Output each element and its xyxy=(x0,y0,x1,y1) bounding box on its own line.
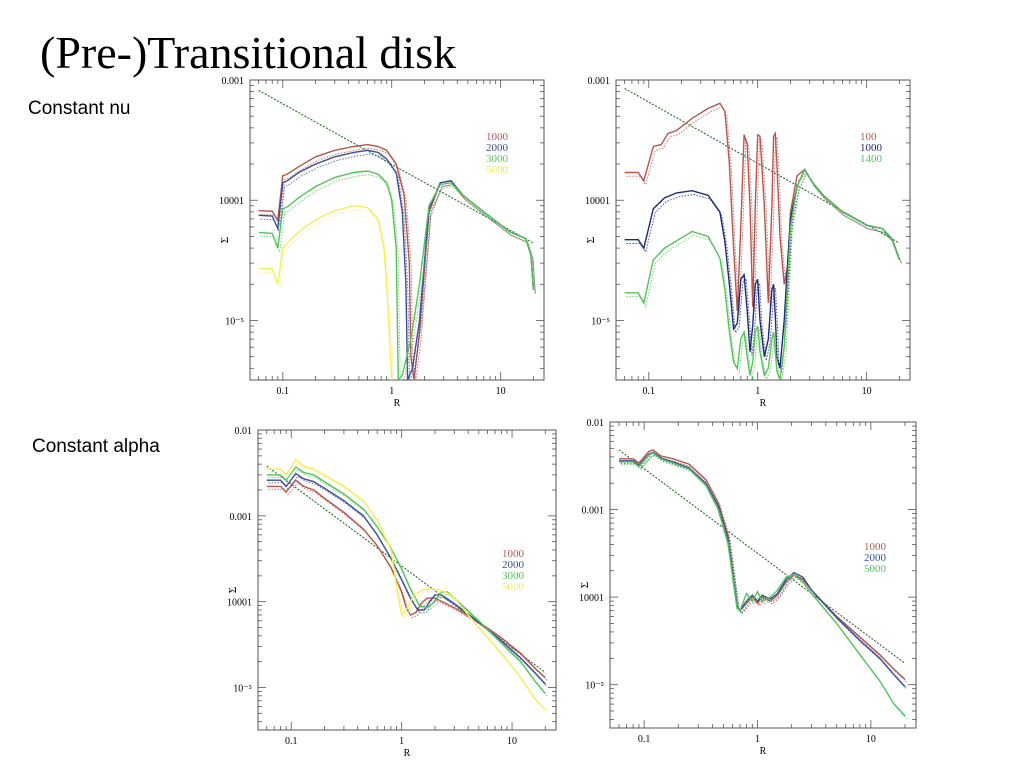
y-tick-label: 10⁻⁵ xyxy=(225,316,244,327)
x-tick-label: 0.1 xyxy=(277,386,290,397)
x-tick-label: 1 xyxy=(755,386,760,397)
legend-entry-1400: 1400 xyxy=(860,153,883,165)
x-tick-label: 1 xyxy=(755,734,760,745)
y-axis-label: Σ xyxy=(227,587,239,593)
legend-entry-1000: 1000 xyxy=(486,131,509,143)
slide-title: (Pre-)Transitional disk xyxy=(40,27,457,78)
y-tick-label: 0.01 xyxy=(235,426,253,437)
legend-entry-5000: 5000 xyxy=(502,581,525,593)
x-tick-label: 1 xyxy=(399,736,404,747)
series-line-3000 xyxy=(258,170,535,380)
y-tick-label: 10⁻⁵ xyxy=(233,684,252,695)
series-line-5000-dotted xyxy=(268,461,548,713)
legend-entry-3000: 3000 xyxy=(502,570,525,582)
series-line-2000-dotted xyxy=(260,153,536,380)
y-tick-label: 0.01 xyxy=(587,418,605,429)
x-tick-label: 0.1 xyxy=(643,386,656,397)
reference-power-law-line xyxy=(618,449,906,664)
y-tick-label: 0.001 xyxy=(582,506,605,517)
chart-constant-alpha-left: 0.1 1 10 0.01 0.001 10001 10⁻⁵ R Σ 10002000300050… xyxy=(227,426,557,759)
y-tick-label: 10⁻⁵ xyxy=(585,681,604,692)
legend-entry-1000: 1000 xyxy=(502,548,525,560)
x-tick-label: 10 xyxy=(507,736,517,747)
series-line-5000-dotted xyxy=(620,455,908,720)
plot-frame xyxy=(249,79,545,381)
legend-entry-1000: 1000 xyxy=(864,541,887,553)
legend-entry-1000: 1000 xyxy=(860,142,883,154)
series-line-5000-dotted xyxy=(260,208,395,380)
y-axis-label: Σ xyxy=(585,237,597,243)
series-line-3000 xyxy=(266,466,546,695)
x-tick-label: 10 xyxy=(866,734,876,745)
y-tick-label: 10001 xyxy=(219,196,244,207)
series-line-100 xyxy=(624,102,901,312)
series-line-1400-dotted xyxy=(626,172,902,380)
plot-frame xyxy=(615,79,911,381)
y-axis-label: Σ xyxy=(579,582,591,588)
row-label-constant-alpha: Constant alpha xyxy=(32,436,160,457)
series-line-1400 xyxy=(624,168,901,380)
x-tick-label: 0.1 xyxy=(638,734,651,745)
y-axis-label: Σ xyxy=(219,237,231,243)
series-line-2000 xyxy=(619,451,906,688)
y-tick-label: 0.001 xyxy=(230,512,253,523)
series-line-5000 xyxy=(258,204,393,380)
y-tick-label: 0.001 xyxy=(222,76,245,87)
y-tick-label: 10001 xyxy=(227,598,252,609)
series-line-5000 xyxy=(619,452,906,717)
x-axis-label: R xyxy=(760,746,767,757)
y-tick-label: 0.001 xyxy=(588,76,611,87)
series-line-3000-dotted xyxy=(260,174,536,380)
plot-frame xyxy=(609,421,917,729)
legend-entry-3000: 3000 xyxy=(486,153,509,165)
x-tick-label: 10 xyxy=(862,386,872,397)
legend-entry-2000: 2000 xyxy=(864,552,887,564)
x-axis-label: R xyxy=(404,748,411,759)
series-line-2000-dotted xyxy=(268,475,548,688)
legend-entry-2000: 2000 xyxy=(502,559,525,571)
plot-frame xyxy=(257,429,557,731)
y-tick-label: 10001 xyxy=(585,196,610,207)
x-axis-label: R xyxy=(394,398,401,409)
series-line-5000 xyxy=(266,458,546,711)
row-label-constant-nu: Constant nu xyxy=(28,98,131,119)
legend-entry-2000: 2000 xyxy=(486,142,509,154)
legend-entry-5000: 5000 xyxy=(864,563,887,575)
x-tick-label: 1 xyxy=(389,386,394,397)
x-tick-label: 10 xyxy=(496,386,506,397)
series-line-1000 xyxy=(624,168,901,369)
x-tick-label: 0.1 xyxy=(285,736,298,747)
series-line-1000 xyxy=(619,449,906,680)
series-line-1000-dotted xyxy=(260,147,536,380)
y-tick-label: 10⁻⁵ xyxy=(591,316,610,327)
x-axis-label: R xyxy=(760,398,767,409)
series-line-100-dotted xyxy=(626,106,902,315)
y-tick-label: 10001 xyxy=(579,593,604,604)
legend-entry-100: 100 xyxy=(860,131,877,143)
legend-entry-5000: 5000 xyxy=(486,164,509,176)
